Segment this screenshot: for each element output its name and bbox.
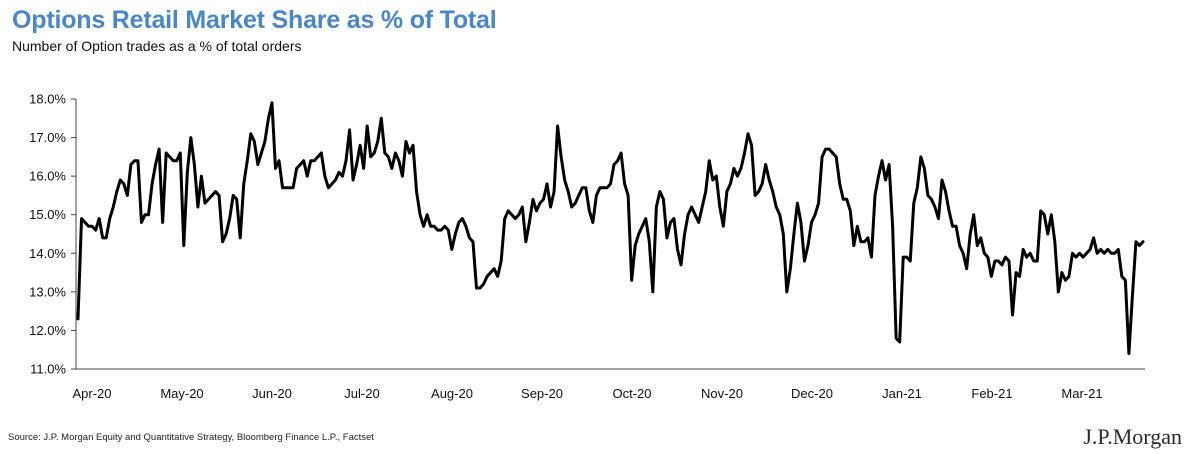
x-tick-label: Nov-20 — [701, 386, 743, 401]
x-tick-label: Feb-21 — [971, 386, 1012, 401]
source-note: Source: J.P. Morgan Equity and Quantitat… — [8, 432, 374, 443]
x-tick-label: Mar-21 — [1061, 386, 1102, 401]
y-tick-label: 13.0% — [29, 284, 66, 299]
y-axis: 11.0% 12.0% 13.0% 14.0% 15.0% 16.0% 17.0% 18.0% — [29, 92, 77, 377]
y-tick-label: 15.0% — [29, 207, 66, 222]
x-tick-label: Dec-20 — [791, 386, 833, 401]
jpmorgan-logo: J.P.Morgan — [1083, 424, 1182, 449]
x-tick-label: Oct-20 — [612, 386, 651, 401]
x-axis: Apr-20 May-20 Jun-20 Jul-20 Aug-20 Sep-20 Oct-… — [72, 368, 1145, 401]
chart-title: Options Retail Market Share as % of Tota… — [12, 6, 497, 34]
x-tick-label: Apr-20 — [72, 386, 111, 401]
chart-subtitle: Number of Option trades as a % of total … — [12, 38, 302, 54]
line-chart: 11.0% 12.0% 13.0% 14.0% 15.0% 16.0% 17.0% 18.0%… — [29, 92, 1145, 401]
y-tick-label: 18.0% — [29, 92, 66, 107]
x-tick-label: Jun-20 — [252, 386, 292, 401]
x-tick-label: Sep-20 — [521, 386, 563, 401]
y-tick-label: 17.0% — [29, 130, 66, 145]
x-tick-label: Jan-21 — [882, 386, 922, 401]
x-tick-label: May-20 — [160, 386, 203, 401]
y-tick-label: 14.0% — [29, 246, 66, 261]
series-layer — [76, 101, 1145, 356]
series-line — [76, 101, 1145, 356]
x-tick-label: Aug-20 — [431, 386, 473, 401]
y-tick-label: 12.0% — [29, 323, 66, 338]
y-tick-label: 11.0% — [30, 362, 66, 377]
y-tick-label: 16.0% — [29, 169, 66, 184]
x-tick-label: Jul-20 — [344, 386, 379, 401]
